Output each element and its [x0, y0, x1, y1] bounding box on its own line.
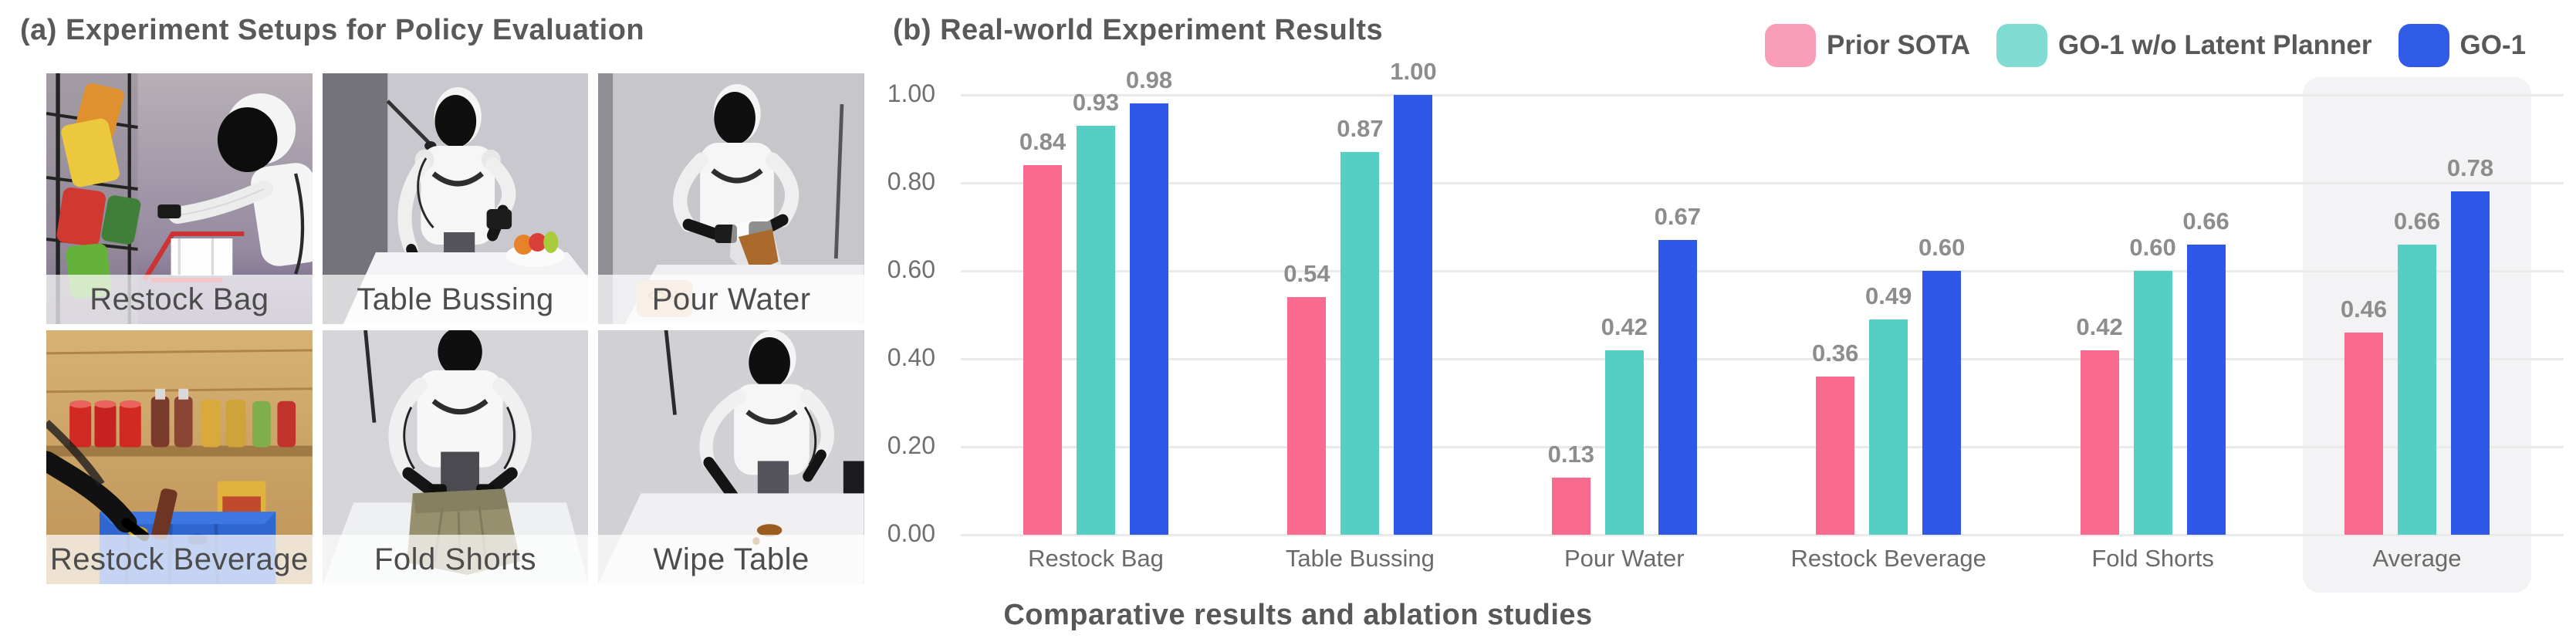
gridline: [961, 181, 2564, 184]
bar-value-label: 0.60: [1918, 234, 1966, 261]
photo-pour-water: Pour Water: [598, 73, 864, 324]
chart-legend: Prior SOTA GO-1 w/o Latent Planner GO-1: [1765, 23, 2526, 68]
bar-prior-sota-table-bussing: [1287, 297, 1327, 535]
bar-value-label: 0.46: [2340, 295, 2388, 323]
legend-swatch-go1: [2398, 24, 2449, 67]
bar-value-label: 0.93: [1072, 88, 1120, 116]
legend-swatch-go1-wo-latent-planner: [1996, 24, 2048, 67]
bar-go-1-w-o-latent-planner-average: [2398, 244, 2436, 535]
gridline: [961, 93, 2564, 96]
photo-table-bussing: Table Bussing: [322, 73, 589, 324]
bar-go-1-average: [2451, 191, 2490, 535]
legend-item-prior-sota: Prior SOTA: [1765, 24, 1970, 67]
panel-a-title: (a) Experiment Setups for Policy Evaluat…: [20, 14, 645, 46]
photo-label-bar: Fold Shorts: [322, 535, 589, 584]
bar-prior-sota-fold-shorts: [2080, 350, 2119, 535]
photo-label: Fold Shorts: [374, 542, 536, 576]
bar-value-label: 0.54: [1283, 260, 1330, 288]
photo-fold-shorts: Fold Shorts: [322, 330, 589, 584]
photo-restock-beverage: Restock Beverage: [46, 330, 313, 584]
bar-value-label: 0.42: [1601, 313, 1648, 340]
bar-prior-sota-pour-water: [1551, 477, 1591, 535]
bar-go-1-w-o-latent-planner-restock-beverage: [1869, 319, 1908, 535]
x-axis-label-table-bussing: Table Bussing: [1285, 545, 1435, 572]
bar-value-label: 0.60: [2129, 234, 2176, 261]
x-axis-label-pour-water: Pour Water: [1564, 545, 1685, 572]
bar-go-1-w-o-latent-planner-pour-water: [1604, 350, 1644, 535]
bar-value-label: 0.36: [1812, 339, 1859, 367]
average-highlight-background: [2303, 77, 2531, 593]
bar-go-1-w-o-latent-planner-restock-bag: [1077, 125, 1115, 535]
gridline: [961, 445, 2564, 448]
legend-label: Prior SOTA: [1827, 30, 1971, 60]
gridline: [961, 357, 2564, 360]
x-axis-label-average: Average: [2372, 545, 2462, 572]
bar-value-label: 0.78: [2446, 154, 2494, 182]
bar-value-label: 0.87: [1337, 115, 1384, 143]
bar-value-label: 0.67: [1654, 203, 1701, 231]
bar-value-label: 0.49: [1865, 282, 1912, 309]
photo-label: Pour Water: [651, 282, 811, 316]
photo-label: Table Bussing: [357, 282, 554, 316]
bar-prior-sota-average: [2344, 332, 2383, 535]
legend-item-go1-wo-latent-planner: GO-1 w/o Latent Planner: [1996, 24, 2372, 67]
bar-value-label: 0.84: [1019, 128, 1067, 156]
bar-value-label: 0.42: [2076, 313, 2123, 340]
figure-caption: Comparative results and ablation studies: [1003, 599, 1593, 631]
bar-value-label: 1.00: [1390, 58, 1437, 85]
photo-label-bar: Wipe Table: [598, 535, 864, 584]
photo-label-bar: Table Bussing: [322, 275, 589, 324]
bar-value-label: 0.66: [2182, 207, 2229, 235]
x-axis-label-restock-bag: Restock Bag: [1028, 545, 1164, 572]
photo-label: Restock Beverage: [49, 542, 309, 576]
photo-label: Restock Bag: [90, 282, 269, 316]
photo-label-bar: Pour Water: [598, 275, 864, 324]
gridline: [961, 269, 2564, 272]
bar-go-1-w-o-latent-planner-table-bussing: [1340, 152, 1380, 535]
bar-prior-sota-restock-beverage: [1816, 376, 1855, 535]
x-axis-label-restock-beverage: Restock Beverage: [1790, 545, 1986, 572]
photo-label-bar: Restock Bag: [46, 275, 313, 324]
legend-item-go1: GO-1: [2398, 24, 2527, 67]
panel-b-title: (b) Real-world Experiment Results: [893, 14, 1384, 46]
bar-go-1-restock-beverage: [1922, 271, 1962, 535]
bar-value-label: 0.98: [1125, 66, 1173, 94]
legend-swatch-prior-sota: [1765, 24, 1816, 67]
bar-go-1-pour-water: [1658, 240, 1697, 535]
legend-label: GO-1 w/o Latent Planner: [2058, 30, 2372, 60]
bar-value-label: 0.66: [2393, 207, 2441, 235]
photo-restock-bag: Restock Bag: [46, 73, 313, 324]
experiment-photo-grid: Restock Bag: [46, 73, 864, 584]
bar-prior-sota-restock-bag: [1023, 165, 1062, 535]
legend-label: GO-1: [2459, 30, 2527, 60]
photo-label: Wipe Table: [653, 542, 810, 576]
x-axis-label-fold-shorts: Fold Shorts: [2091, 545, 2214, 572]
bar-go-1-w-o-latent-planner-fold-shorts: [2133, 271, 2172, 535]
bar-go-1-restock-bag: [1130, 103, 1168, 535]
bar-go-1-fold-shorts: [2186, 244, 2226, 535]
bar-go-1-table-bussing: [1394, 95, 1433, 535]
robot-shelf-scene-illustration: [46, 73, 313, 324]
bar-value-label: 0.13: [1547, 440, 1594, 468]
gridline: [961, 533, 2564, 536]
photo-label-bar: Restock Beverage: [46, 535, 313, 584]
photo-wipe-table: Wipe Table: [598, 330, 864, 584]
